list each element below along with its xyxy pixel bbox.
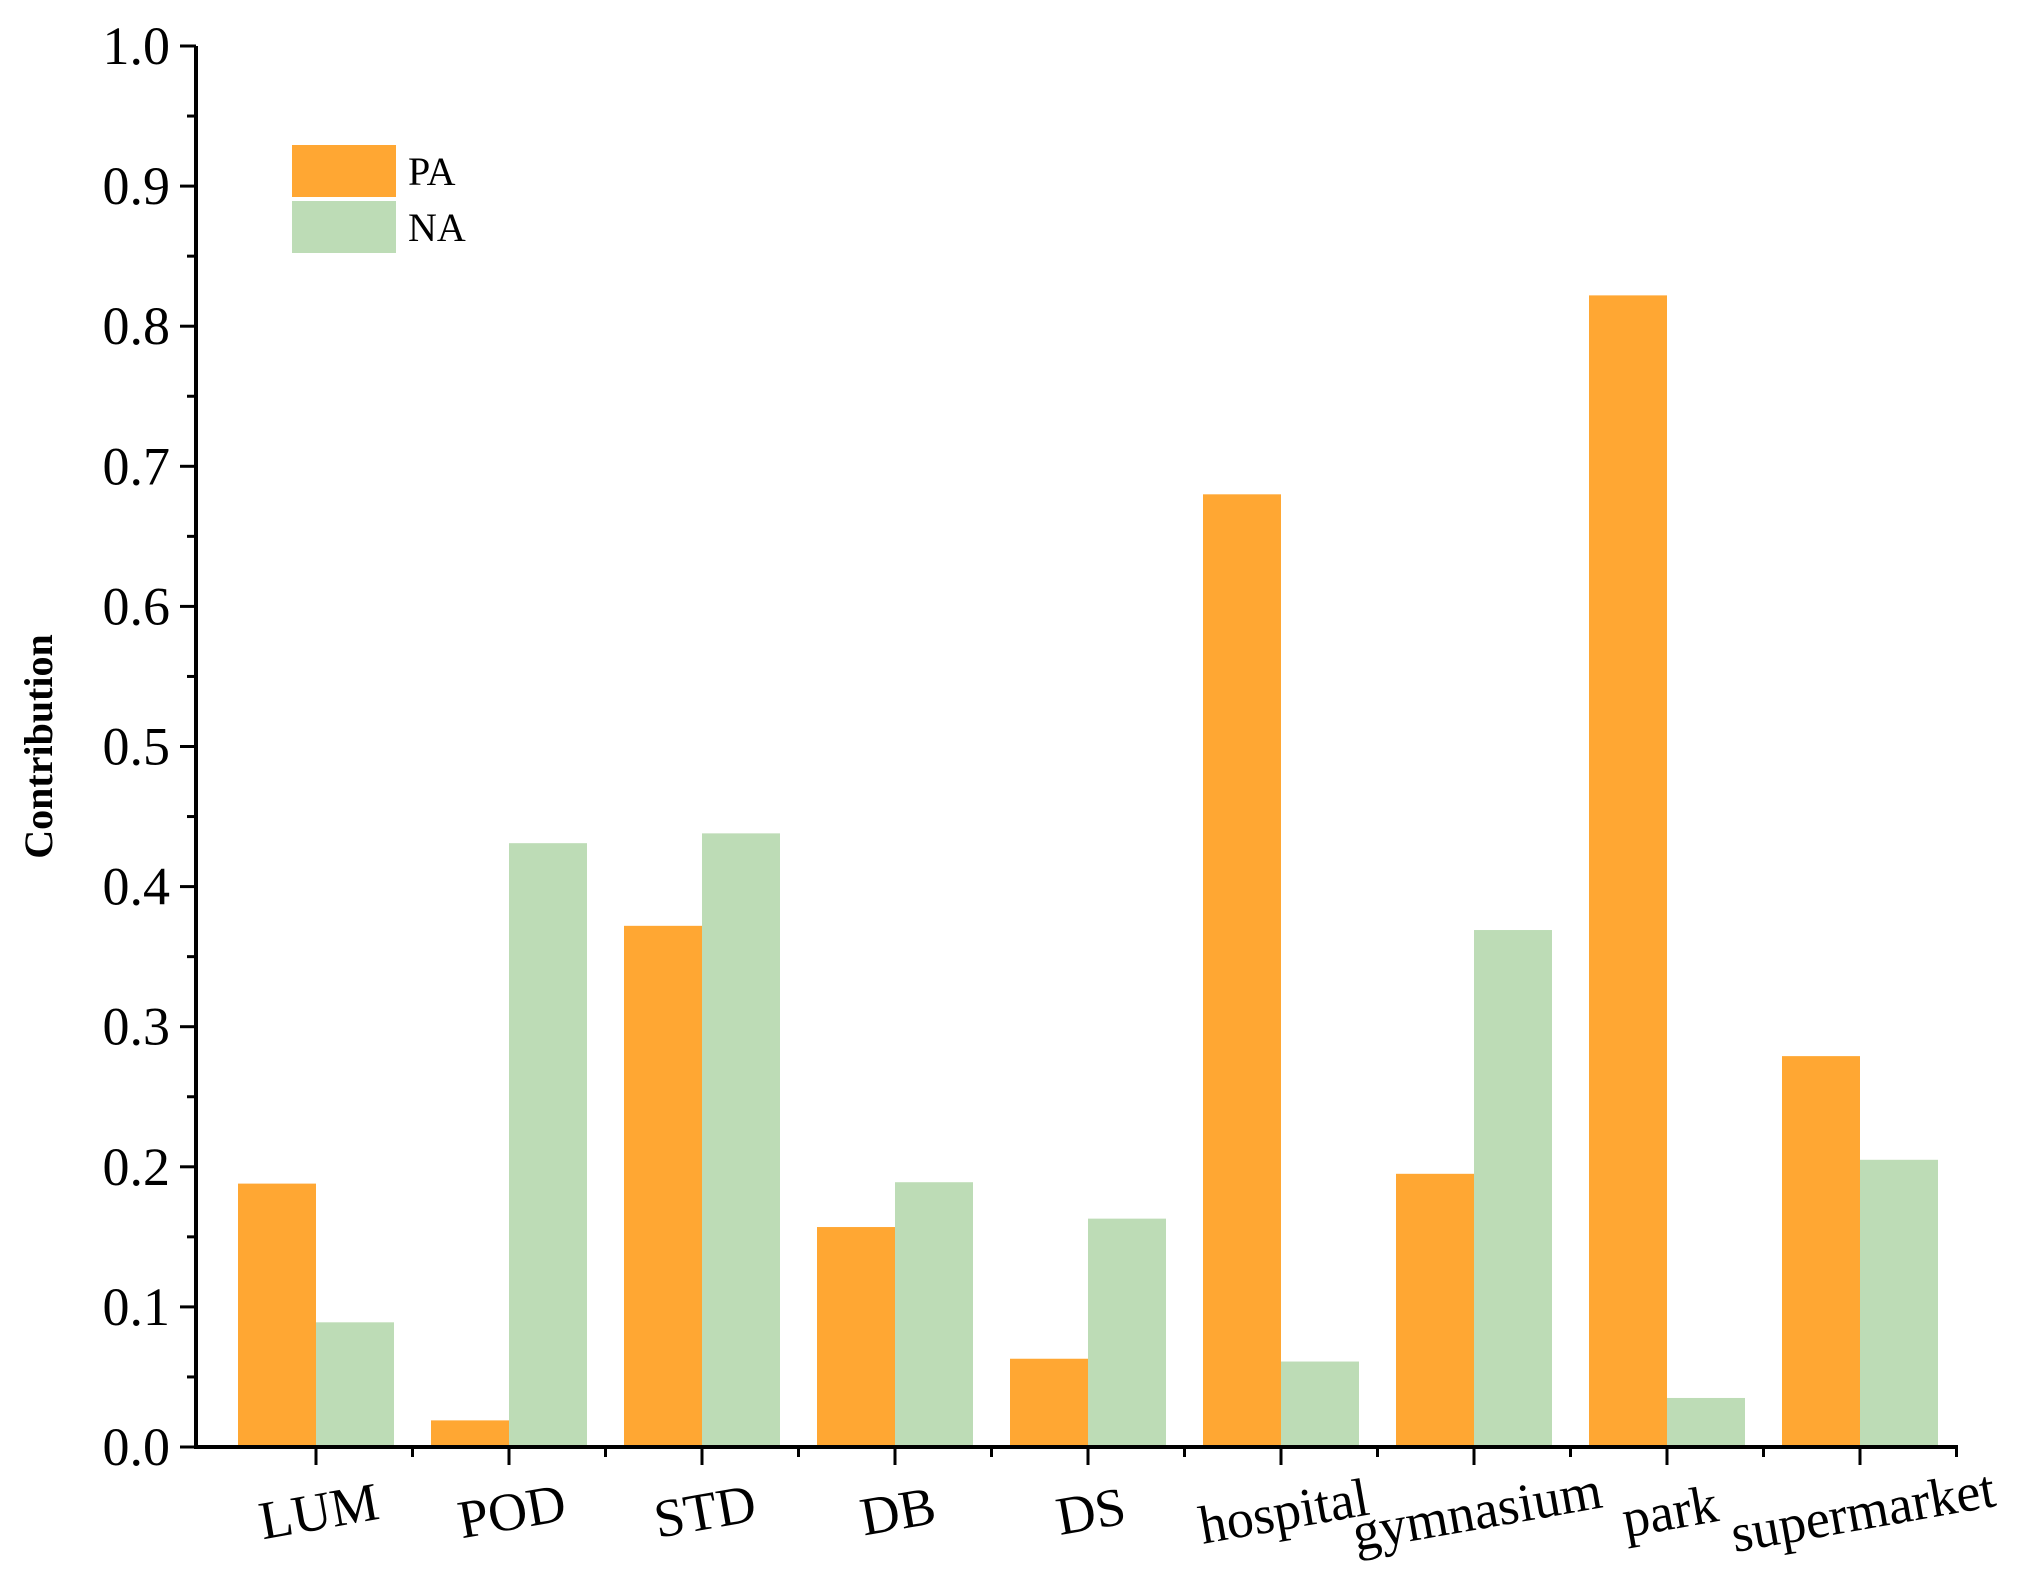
bar-pa-supermarket <box>1782 1056 1860 1447</box>
bar-pa-gymnasium <box>1396 1173 1474 1447</box>
x-tick-label: park <box>1617 1473 1722 1549</box>
y-tick-label: 0.6 <box>103 576 171 636</box>
bar-pa-hospital <box>1203 494 1281 1447</box>
bar-na-std <box>702 833 780 1447</box>
bar-na-park <box>1667 1397 1745 1447</box>
bars-layer <box>238 295 1938 1448</box>
bar-na-lum <box>316 1322 394 1447</box>
bar-na-db <box>895 1182 973 1447</box>
legend-swatch-na <box>292 201 396 253</box>
y-tick-label: 0.8 <box>103 296 171 356</box>
x-tick-label: hospital <box>1194 1467 1373 1556</box>
bar-na-gymnasium <box>1474 930 1552 1447</box>
bar-pa-db <box>817 1227 895 1447</box>
bar-pa-lum <box>238 1183 316 1447</box>
y-tick-label: 0.4 <box>103 857 171 917</box>
bar-na-ds <box>1088 1218 1166 1447</box>
bar-na-pod <box>509 843 587 1447</box>
x-tick-label: STD <box>649 1473 760 1550</box>
x-tick-label: LUM <box>255 1471 384 1551</box>
legend: PA NA <box>292 145 466 253</box>
x-tick-label: POD <box>453 1472 570 1550</box>
bar-na-supermarket <box>1860 1159 1938 1447</box>
bar-pa-pod <box>431 1420 509 1447</box>
y-tick-label: 0.7 <box>103 436 171 496</box>
bar-na-hospital <box>1281 1361 1359 1447</box>
x-tick-label: supermarket <box>1726 1459 1999 1564</box>
bar-pa-park <box>1589 295 1667 1448</box>
y-tick-label: 0.5 <box>103 717 171 777</box>
y-tick-label: 0.2 <box>103 1137 171 1197</box>
bar-pa-ds <box>1010 1358 1088 1447</box>
y-tick-label: 0.9 <box>103 156 171 216</box>
bar-pa-std <box>624 925 702 1447</box>
y-tick-label: 1.0 <box>103 16 171 76</box>
y-tick-label: 0.3 <box>103 997 171 1057</box>
x-tick-label: gymnasium <box>1348 1460 1607 1563</box>
legend-label-na: NA <box>408 205 466 250</box>
y-tick-label: 0.1 <box>103 1277 171 1337</box>
axes-layer <box>194 46 1958 1449</box>
legend-label-pa: PA <box>408 149 456 194</box>
x-tick-label: DS <box>1052 1476 1130 1547</box>
x-tick-label: DB <box>856 1475 940 1547</box>
y-ticks: 0.0 0.1 0.2 0.3 0.4 0.5 0.6 0.7 0.8 0.9 1.0 <box>103 16 196 1477</box>
legend-swatch-pa <box>292 145 396 197</box>
y-axis-title: Contribution <box>16 634 61 859</box>
y-tick-label: 0.0 <box>103 1417 171 1477</box>
